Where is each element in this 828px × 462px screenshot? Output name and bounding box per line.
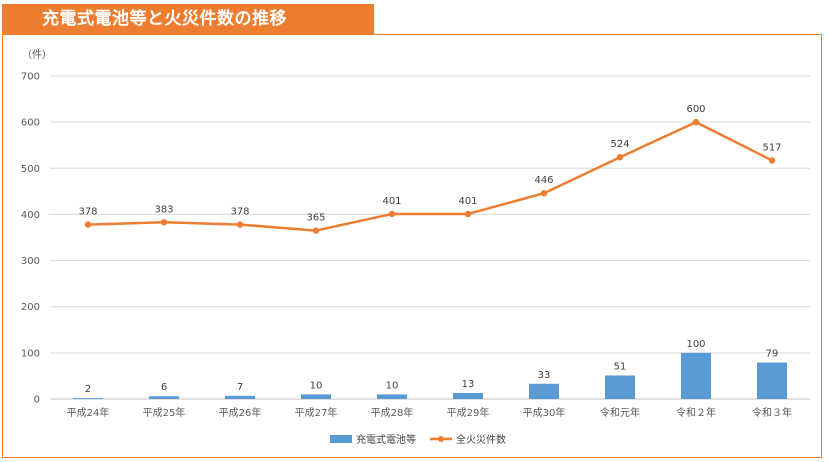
line-value-label: 378	[78, 207, 97, 218]
bar	[225, 395, 255, 399]
x-tick-label: 令和３年	[752, 406, 792, 419]
line-value-label: 401	[382, 196, 401, 207]
y-tick-label: 200	[21, 302, 40, 313]
bar	[605, 375, 635, 399]
x-tick-label: 平成29年	[447, 406, 490, 419]
line-point	[388, 210, 396, 218]
bar	[757, 362, 787, 399]
line-value-label: 600	[686, 104, 705, 115]
legend-label-bar: 充電式電池等	[356, 433, 416, 446]
line-series	[87, 120, 773, 232]
y-tick-label: 300	[21, 256, 40, 267]
line-point	[464, 210, 472, 218]
bar-value-label: 100	[686, 339, 705, 350]
line-value-label: 365	[306, 213, 325, 224]
x-tick-label: 平成25年	[143, 406, 186, 419]
bar	[681, 352, 711, 399]
line-value-label: 383	[154, 204, 173, 215]
bar-value-label: 51	[614, 361, 627, 372]
line-value-label: 401	[458, 196, 477, 207]
x-tick-label: 平成26年	[219, 406, 262, 419]
x-tick-label: 令和２年	[676, 406, 716, 419]
line-point	[236, 221, 244, 228]
x-tick-label: 平成30年	[523, 406, 566, 419]
line-point	[768, 157, 776, 164]
bar-value-label: 6	[161, 382, 167, 393]
chart-frame	[2, 34, 822, 458]
bar-value-label: 79	[766, 349, 779, 360]
line-value-label: 446	[534, 175, 553, 186]
bar	[377, 394, 407, 399]
bar	[453, 393, 483, 399]
legend-label-line: 全火災件数	[456, 433, 506, 446]
y-tick-label: 100	[21, 348, 40, 359]
x-tick-label: 平成27年	[295, 406, 338, 419]
line-point	[616, 154, 624, 161]
bar-value-label: 10	[310, 380, 323, 391]
bar	[301, 394, 331, 399]
y-tick-label: 700	[21, 72, 40, 83]
bar-value-label: 13	[462, 379, 475, 390]
legend-swatch-bar	[330, 435, 352, 443]
line-point	[312, 227, 320, 234]
x-tick-label: 令和元年	[600, 406, 640, 419]
bar	[149, 396, 179, 399]
line-point	[160, 219, 168, 226]
y-tick-label: 0	[34, 395, 40, 406]
y-tick-label: 600	[21, 118, 40, 129]
y-tick-label: 500	[21, 164, 40, 175]
line-point	[540, 190, 548, 197]
x-tick-label: 平成28年	[371, 406, 414, 419]
line-value-label: 378	[230, 207, 249, 218]
bar	[73, 398, 103, 399]
line-point	[692, 118, 700, 126]
line-point	[84, 221, 92, 228]
bar	[529, 383, 559, 399]
y-axis-label: （件）	[22, 49, 52, 61]
bar-value-label: 7	[237, 382, 243, 393]
bar-value-label: 33	[538, 370, 551, 381]
legend-marker-line	[438, 436, 444, 442]
line-value-label: 517	[762, 142, 781, 153]
bar-value-label: 10	[386, 380, 399, 391]
line-value-label: 524	[610, 139, 629, 150]
x-tick-label: 平成24年	[67, 406, 110, 419]
chart-title: 充電式電池等と火災件数の推移	[2, 4, 374, 35]
bar-value-label: 2	[85, 384, 91, 395]
y-tick-label: 400	[21, 210, 40, 221]
